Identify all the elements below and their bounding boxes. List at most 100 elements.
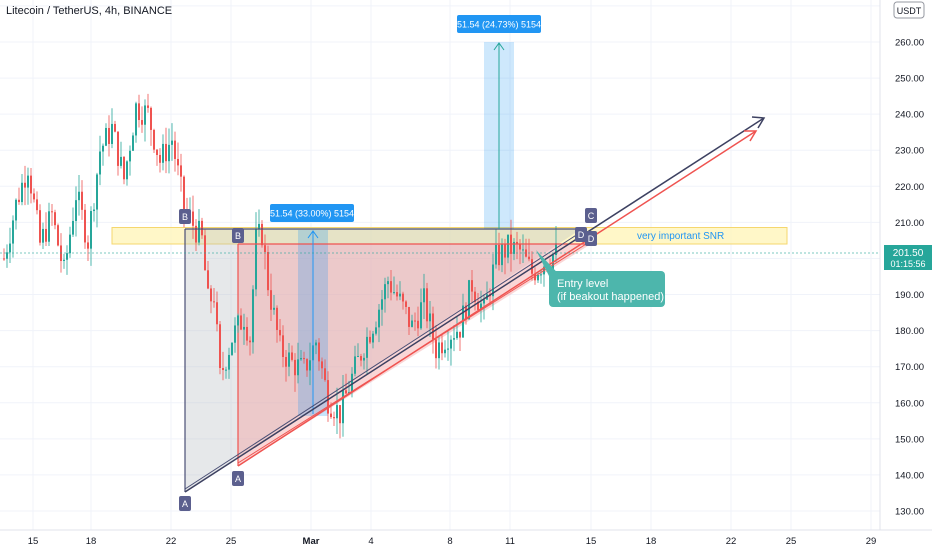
candle	[114, 120, 116, 133]
candle	[285, 349, 287, 382]
candle	[420, 288, 422, 330]
candle	[234, 317, 236, 353]
x-tick-label: 25	[786, 536, 797, 547]
x-tick-label: 15	[586, 536, 597, 547]
candle	[384, 277, 386, 313]
candle	[315, 339, 317, 355]
x-tick-label: 15	[28, 536, 39, 547]
x-tick-label: 22	[166, 536, 177, 547]
candle	[507, 234, 509, 264]
point-label-a-red[interactable]: A	[232, 471, 244, 486]
y-tick-label: 230.00	[895, 146, 924, 157]
y-tick-label: 170.00	[895, 362, 924, 373]
candle	[117, 131, 119, 176]
point-label-d-red[interactable]: D	[585, 231, 597, 246]
candle	[9, 227, 11, 263]
candle	[303, 351, 305, 364]
measure-small-label: 51.54 (33.00%) 5154	[270, 209, 354, 219]
candle	[246, 317, 248, 346]
candle	[255, 212, 257, 297]
candle	[36, 191, 38, 215]
candle	[198, 208, 200, 246]
candle	[195, 219, 197, 251]
candle	[237, 313, 239, 333]
candle	[360, 353, 362, 367]
chart-title: Litecoin / TetherUS, 4h, BINANCE	[6, 5, 173, 17]
candle	[435, 325, 437, 369]
candle	[318, 338, 320, 371]
candle	[363, 353, 365, 370]
snr-label: very important SNR	[637, 231, 724, 242]
red-trendline-arrowhead	[744, 130, 758, 142]
candle	[171, 123, 173, 161]
chart-grid	[0, 0, 880, 530]
candle	[264, 234, 266, 270]
x-tick-label: 25	[226, 536, 237, 547]
candle	[63, 253, 65, 269]
candle	[519, 239, 521, 265]
gray-trendline[interactable]	[184, 117, 765, 493]
red-trendline[interactable]	[237, 130, 757, 467]
candle	[429, 301, 431, 337]
candle	[78, 175, 80, 216]
point-label-d-gray[interactable]: D	[575, 227, 587, 242]
point-label-a-gray[interactable]: A	[179, 496, 191, 511]
candle	[168, 128, 170, 174]
candle	[225, 366, 227, 379]
candle	[156, 149, 158, 166]
measure-small-arrowhead	[307, 230, 319, 239]
candle	[177, 142, 179, 176]
candle	[45, 212, 47, 247]
candle	[33, 188, 35, 203]
candle	[15, 198, 17, 230]
candle	[513, 238, 515, 261]
candle	[375, 321, 377, 336]
candle	[273, 295, 275, 315]
y-tick-label: 130.00	[895, 507, 924, 518]
candle	[387, 276, 389, 299]
candle	[204, 229, 206, 271]
candle	[306, 358, 308, 377]
candle	[129, 145, 131, 176]
x-tick-label: 4	[368, 536, 373, 547]
candle	[87, 235, 89, 262]
candle	[426, 282, 428, 329]
candle	[522, 234, 524, 263]
candle	[132, 132, 134, 151]
entry-callout-box[interactable]	[549, 271, 665, 307]
candle	[210, 285, 212, 314]
candle	[468, 279, 470, 320]
candle	[192, 195, 194, 239]
measure-large-label: 51.54 (24.73%) 5154	[457, 20, 541, 30]
candle	[441, 334, 443, 361]
candle	[453, 325, 455, 352]
point-label-b-gray[interactable]: B	[179, 209, 191, 224]
candle	[153, 128, 155, 154]
candle	[258, 209, 260, 237]
point-label-c[interactable]: C	[585, 208, 597, 223]
candle	[324, 359, 326, 382]
candle	[474, 287, 476, 311]
candle	[438, 336, 440, 370]
candle	[243, 313, 245, 345]
candle	[57, 223, 59, 247]
candle	[126, 160, 128, 186]
candle	[30, 168, 32, 204]
price-tag-bg	[884, 245, 932, 270]
point-label-b-red[interactable]: B	[232, 228, 244, 243]
candle	[18, 187, 20, 205]
y-tick-label: 210.00	[895, 218, 924, 229]
currency-badge[interactable]: USDT	[897, 6, 922, 16]
candle	[417, 306, 419, 337]
red-triangle-pattern[interactable]	[238, 244, 591, 466]
candle	[12, 215, 14, 258]
candle	[150, 106, 152, 146]
y-tick-label: 140.00	[895, 470, 924, 481]
candle	[528, 238, 530, 262]
candle	[333, 411, 335, 427]
svg-text:A: A	[235, 474, 241, 484]
candle	[354, 345, 356, 377]
x-axis[interactable]: 15 18 22 25 Mar 4 8 11 15 18 22 25 29	[0, 529, 932, 547]
x-tick-label: Mar	[303, 536, 320, 547]
